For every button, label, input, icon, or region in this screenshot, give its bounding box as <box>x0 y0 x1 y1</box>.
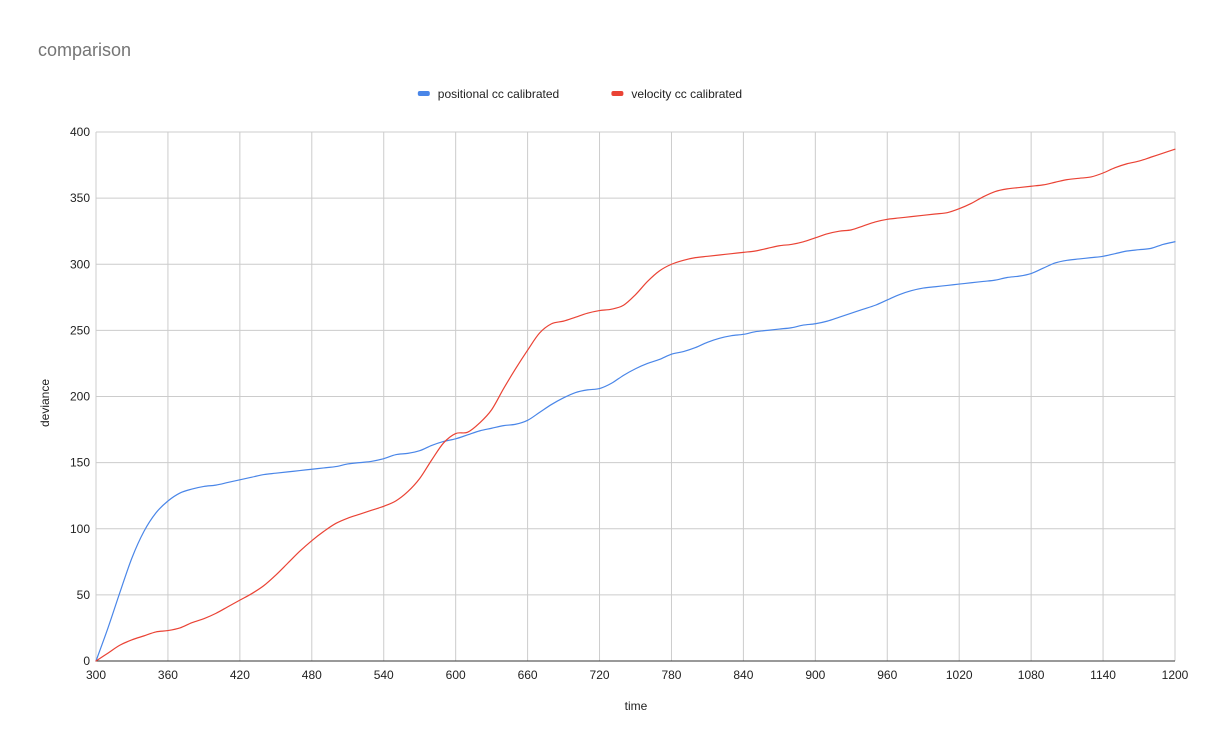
y-tick-label: 350 <box>70 191 90 205</box>
y-tick-label: 300 <box>70 257 90 271</box>
legend-label-positional-cc-calibrated: positional cc calibrated <box>438 87 559 101</box>
series-line-positional-cc-calibrated <box>95 241 1176 662</box>
plot-area <box>95 148 1176 662</box>
y-tick-label: 50 <box>77 588 91 602</box>
x-tick-label: 1020 <box>946 668 973 682</box>
x-tick-label: 1140 <box>1090 668 1116 682</box>
x-tick-label: 1080 <box>1018 668 1045 682</box>
series-line-velocity-cc-calibrated <box>95 148 1176 662</box>
y-tick-label: 0 <box>83 654 90 668</box>
x-tick-label: 900 <box>805 668 825 682</box>
chart-title: comparison <box>38 40 131 60</box>
legend-swatch-positional-cc-calibrated <box>417 91 430 96</box>
y-tick-label: 200 <box>70 390 90 404</box>
x-tick-label: 660 <box>518 668 538 682</box>
y-tick-label: 100 <box>70 522 90 536</box>
legend-label-velocity-cc-calibrated: velocity cc calibrated <box>631 87 742 101</box>
grid <box>95 131 1176 662</box>
axis-ticks: 0 50 100 150 200 250 300 350 400 300 360 420 480 540 6… <box>70 125 1189 682</box>
y-tick-label: 400 <box>70 125 90 139</box>
x-tick-label: 720 <box>590 668 610 682</box>
x-tick-label: 1200 <box>1162 668 1189 682</box>
legend: positional cc calibrated velocity cc cali… <box>417 87 742 101</box>
y-axis-label: deviance <box>38 379 52 427</box>
x-tick-label: 780 <box>661 668 681 682</box>
y-tick-label: 150 <box>70 456 90 470</box>
x-tick-label: 300 <box>86 668 106 682</box>
x-tick-label: 600 <box>446 668 466 682</box>
x-tick-label: 960 <box>877 668 897 682</box>
y-tick-label: 250 <box>70 323 90 337</box>
x-tick-label: 360 <box>158 668 178 682</box>
x-axis-label: time <box>625 699 648 713</box>
x-tick-label: 840 <box>733 668 753 682</box>
x-tick-label: 480 <box>302 668 322 682</box>
x-tick-label: 540 <box>374 668 394 682</box>
x-tick-label: 420 <box>230 668 250 682</box>
legend-swatch-velocity-cc-calibrated <box>611 91 624 96</box>
